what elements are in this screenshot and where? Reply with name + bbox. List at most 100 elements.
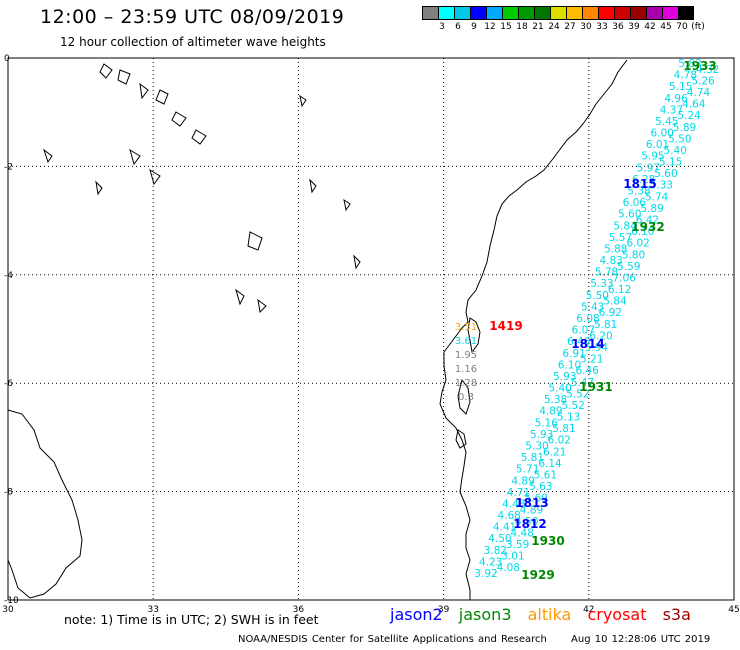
color-scale-label: 33 <box>596 22 608 32</box>
wave-height-value: 5.50 <box>668 133 691 145</box>
y-tick-label: -10 <box>4 596 19 606</box>
pass-time-label: 1814 <box>571 337 604 351</box>
pass-time-labels: 1815 1814 1813 1812 1933 1932 1931 1930 1929 1419 <box>489 59 716 582</box>
wave-height-value: 5.93 <box>530 429 553 441</box>
wave-height-value: 5.63 <box>529 481 552 493</box>
wave-height-value: 4.68 <box>497 510 520 522</box>
wave-height-value: 5.43 <box>581 301 604 313</box>
coastlines <box>7 59 628 600</box>
wave-height-value: 4.37 <box>660 104 683 116</box>
wave-height-value: 5.60 <box>618 209 641 221</box>
y-tick-label: 0 <box>4 54 10 64</box>
wave-height-value: 6.92 <box>599 307 622 319</box>
wave-height-value: 4.08 <box>497 562 520 574</box>
color-swatch-11 <box>598 6 614 20</box>
color-scale-label: (ft) <box>691 22 705 32</box>
wave-height-value: 3.92 <box>474 568 497 580</box>
footer-timestamp: Aug 10 12:28:06 UTC 2019 <box>571 634 711 645</box>
wave-height-value: 3.01 <box>501 551 524 563</box>
color-swatch-0 <box>422 6 438 20</box>
legend-cryosat: cryosat <box>587 605 647 624</box>
wave-height-value: 5.89 <box>640 203 663 215</box>
wave-height-value: 6.91 <box>562 348 585 360</box>
wave-height-value: 5.47 <box>571 377 594 389</box>
wave-height-value: 5.15 <box>669 81 692 93</box>
color-scale-label: 21 <box>532 22 544 32</box>
pass-time-label: 1419 <box>489 319 522 333</box>
wave-height-value: 6.21 <box>543 446 566 458</box>
island-group-4 <box>235 231 267 314</box>
color-scale-label: 30 <box>580 22 592 32</box>
zanzibar-island <box>457 378 471 415</box>
pass-time-label: 1931 <box>579 380 612 394</box>
wave-height-value: 5.52 <box>562 400 585 412</box>
wave-height-value: 6.02 <box>626 238 649 250</box>
wave-height-value: 3.59 <box>506 539 529 551</box>
wave-height-value: 6.00 <box>650 128 673 140</box>
wave-height-value: 5.94 <box>585 342 609 354</box>
y-tick-label: -4 <box>4 271 13 281</box>
pass-time-label: 1815 <box>623 177 656 191</box>
wave-height-value: 1.95 <box>455 350 477 361</box>
pass-time-label: 1933 <box>683 59 716 73</box>
color-swatch-12 <box>614 6 630 20</box>
color-scale-label: 36 <box>612 22 624 32</box>
madagascar-coastline <box>7 409 83 599</box>
legend-s3a: s3a <box>662 605 691 624</box>
wave-height-value: 4.48 <box>502 498 525 510</box>
wave-height-value: 4.89 <box>520 504 543 516</box>
satellite-legend: jason2 jason3 altika cryosat s3a <box>390 605 702 624</box>
y-tick-label: -6 <box>4 379 13 389</box>
wave-height-value: 5.38 <box>627 186 650 198</box>
legend-jason3: jason3 <box>458 605 512 624</box>
wave-height-value: 5.52 <box>566 388 589 400</box>
footer-credit: NOAA/NESDIS Center for Satellite Applica… <box>238 634 547 645</box>
wave-height-value: 4.64 <box>682 99 706 111</box>
africa-coastline <box>439 59 628 600</box>
wave-height-value: 5.88 <box>604 243 627 255</box>
color-scale-label: 39 <box>628 22 640 32</box>
color-scale-label: 42 <box>644 22 656 32</box>
wave-height-value: 5.89 <box>673 122 696 134</box>
wave-height-value: 5.24 <box>677 110 701 122</box>
wave-height-value: 3.51 <box>455 322 477 333</box>
wave-height-value: 5.95 <box>641 151 664 163</box>
wave-height-value: 4.83 <box>599 255 622 267</box>
map-frame <box>7 57 735 601</box>
island-group-6 <box>43 148 361 270</box>
chart-subtitle: 12 hour collection of altimeter wave hei… <box>60 35 326 49</box>
color-scale-label: 12 <box>484 22 496 32</box>
footer: NOAA/NESDIS Center for Satellite Applica… <box>238 634 710 645</box>
wave-height-value: 6.12 <box>608 284 631 296</box>
color-swatch-16 <box>678 6 694 20</box>
map-grid: 30 33 36 39 42 45 0 -2 -4 -6 -8 -10 <box>2 54 739 615</box>
legend-altika: altika <box>527 605 572 624</box>
wave-height-value: 5.59 <box>617 261 640 273</box>
x-tick-label: 39 <box>438 605 450 615</box>
wave-height-value: 5.80 <box>622 249 645 261</box>
wave-height-value: 5.45 <box>655 116 678 128</box>
wave-height-value: 6.28 <box>632 174 655 186</box>
x-tick-label: 36 <box>293 605 305 615</box>
color-swatch-2 <box>454 6 470 20</box>
wave-height-value: 5.40 <box>664 145 687 157</box>
wave-height-value: 6.46 <box>567 336 591 348</box>
wave-height-value: 5.33 <box>650 180 673 192</box>
altimeter-track-main: 5.834.324.785.265.154.744.964.644.375.24… <box>474 58 719 580</box>
wave-height-value: 4.78 <box>674 70 697 82</box>
mafia-island <box>455 429 467 449</box>
wave-height-value: 5.84 <box>613 220 637 232</box>
pass-time-label: 1929 <box>521 568 554 582</box>
pass-time-label: 1812 <box>513 517 546 531</box>
pass-time-label: 1932 <box>631 220 664 234</box>
wave-height-value: 6.01 <box>646 139 669 151</box>
altimeter-track-coastal: 3.51 3.61 1.95 1.16 1.28 0.3 <box>455 322 477 403</box>
wave-height-value: 5.71 <box>516 464 539 476</box>
wave-height-value: 5.61 <box>534 469 557 481</box>
x-tick-label: 45 <box>728 605 739 615</box>
wave-height-value: 6.46 <box>575 365 599 377</box>
wave-height-value: 5.15 <box>659 157 682 169</box>
wave-height-value: 5.93 <box>553 371 576 383</box>
wave-height-value: 5.16 <box>535 417 559 429</box>
